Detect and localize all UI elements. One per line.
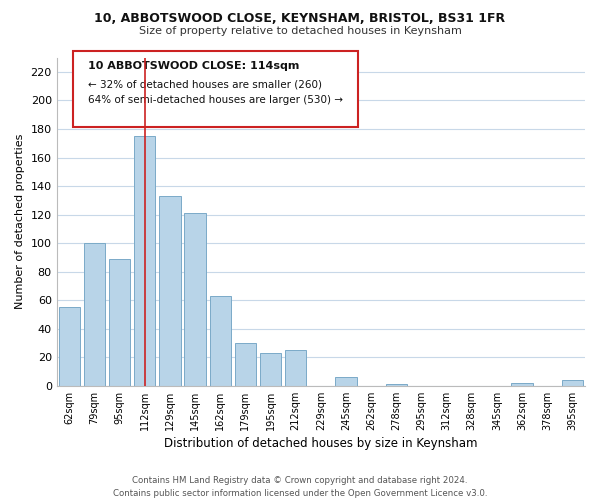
Bar (109, 259, 130, 386)
Bar (260, 353, 281, 386)
Bar (159, 196, 181, 386)
Text: Size of property relative to detached houses in Keynsham: Size of property relative to detached ho… (139, 26, 461, 36)
Text: 10 ABBOTSWOOD CLOSE: 114sqm: 10 ABBOTSWOOD CLOSE: 114sqm (88, 61, 300, 71)
Bar (59, 308, 80, 386)
Bar (562, 380, 583, 386)
Text: 10, ABBOTSWOOD CLOSE, KEYNSHAM, BRISTOL, BS31 1FR: 10, ABBOTSWOOD CLOSE, KEYNSHAM, BRISTOL,… (94, 12, 506, 26)
Bar (84, 243, 105, 386)
Bar (235, 343, 256, 386)
Bar (184, 213, 206, 386)
Text: 64% of semi-detached houses are larger (530) →: 64% of semi-detached houses are larger (… (88, 96, 343, 106)
Text: ← 32% of detached houses are smaller (260): ← 32% of detached houses are smaller (26… (88, 79, 322, 89)
X-axis label: Distribution of detached houses by size in Keynsham: Distribution of detached houses by size … (164, 437, 478, 450)
Text: Contains HM Land Registry data © Crown copyright and database right 2024.
Contai: Contains HM Land Registry data © Crown c… (113, 476, 487, 498)
Bar (511, 383, 533, 386)
FancyBboxPatch shape (73, 51, 358, 127)
Bar (335, 378, 356, 386)
Bar (285, 350, 307, 386)
Bar (134, 136, 155, 386)
Y-axis label: Number of detached properties: Number of detached properties (15, 134, 25, 310)
Bar (386, 384, 407, 386)
Bar (209, 296, 231, 386)
